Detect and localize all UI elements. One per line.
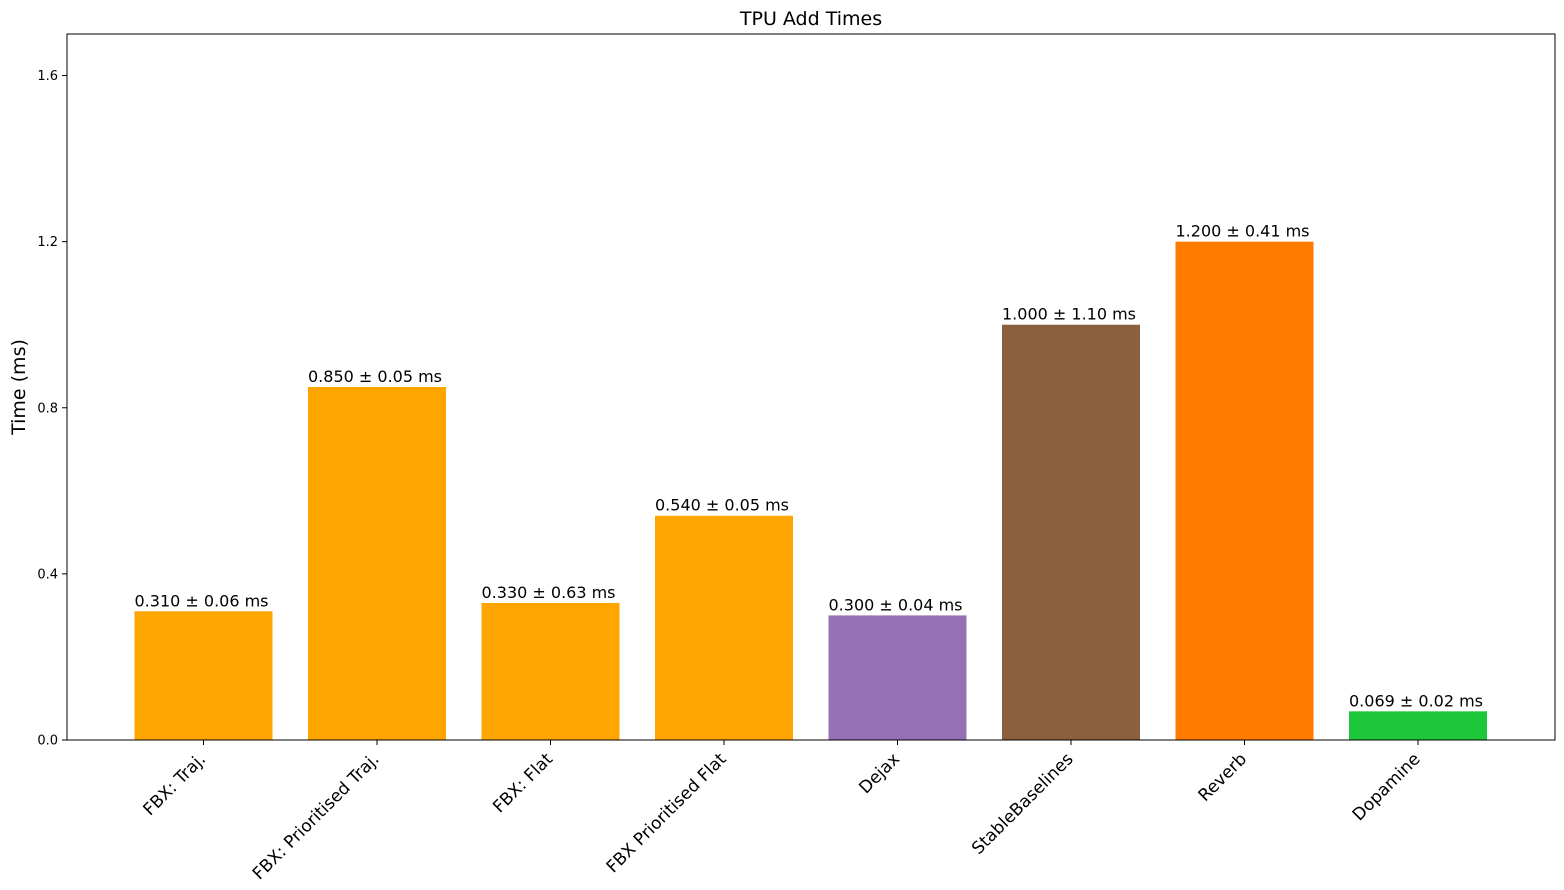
y-tick-label: 1.6 xyxy=(37,69,58,84)
x-tick-label: Dopamine xyxy=(1349,749,1425,825)
bar-value-label: 1.000 ± 1.10 ms xyxy=(1002,305,1136,324)
bar-value-label: 0.310 ± 0.06 ms xyxy=(135,591,269,610)
bar-value-label: 1.200 ± 0.41 ms xyxy=(1176,222,1310,241)
bar xyxy=(828,615,967,740)
bar-value-label: 0.069 ± 0.02 ms xyxy=(1349,691,1483,710)
bar xyxy=(481,602,620,740)
bar-value-label: 0.300 ± 0.04 ms xyxy=(829,595,963,614)
x-tick-label: FBX Prioritised Flat xyxy=(603,749,731,877)
bar xyxy=(308,387,446,740)
y-tick-label: 1.2 xyxy=(37,235,58,250)
y-axis-title: Time (ms) xyxy=(8,339,30,436)
bar-value-label: 0.540 ± 0.05 ms xyxy=(655,496,789,515)
bar xyxy=(655,515,793,740)
x-tick-label: FBX: Traj. xyxy=(140,749,210,819)
x-tick-label: FBX: Prioritised Traj. xyxy=(249,749,384,884)
bar xyxy=(134,611,273,740)
x-tick-label: StableBaselines xyxy=(968,749,1078,859)
bar xyxy=(1175,241,1314,740)
bar-value-label: 0.330 ± 0.63 ms xyxy=(482,583,616,602)
bar xyxy=(1349,711,1487,740)
x-tick-label: FBX: Flat xyxy=(489,749,557,817)
x-tick-label: Reverb xyxy=(1195,749,1251,805)
chart-title: TPU Add Times xyxy=(739,8,882,30)
x-tick-label: Dejax xyxy=(855,749,904,798)
bar xyxy=(1002,324,1140,740)
y-tick-label: 0.8 xyxy=(37,401,58,416)
y-tick-label: 0.4 xyxy=(37,567,58,582)
bar-value-label: 0.850 ± 0.05 ms xyxy=(308,367,442,386)
y-tick-label: 0.0 xyxy=(37,734,58,749)
plot-area: 0.0 0.4 0.8 1.2 1.6 0.310 ± 0.06 ms FBX: Traj.… xyxy=(37,69,1487,884)
plot-frame xyxy=(66,33,1556,741)
